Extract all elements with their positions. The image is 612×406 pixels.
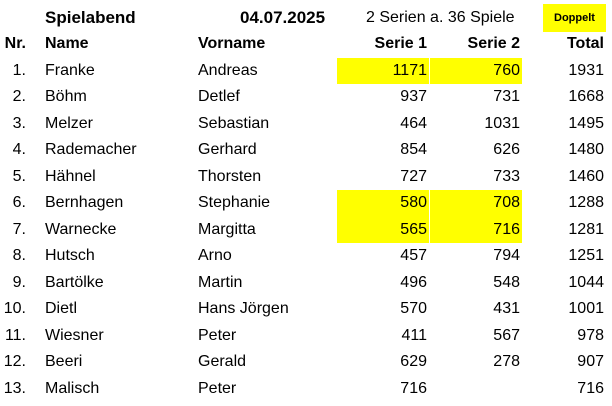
row-serie1: 457 [400, 247, 427, 264]
row-name: Wiesner [45, 326, 104, 344]
sheet-title: Spielabend [45, 8, 136, 27]
row-nr: 8. [12, 247, 26, 264]
row-total: 1251 [568, 247, 604, 264]
row-nr: 7. [12, 220, 26, 238]
row-nr: 13. [3, 379, 26, 397]
row-name: Dietl [45, 300, 78, 317]
header-vorname: Vorname [198, 35, 266, 52]
row-total: 907 [577, 353, 604, 370]
row-total: 1001 [568, 300, 604, 317]
row-vorname: Peter [198, 379, 237, 397]
row-total: 1044 [568, 273, 604, 291]
row-serie1: 727 [400, 167, 427, 185]
row-serie2: 431 [493, 300, 520, 317]
row-vorname: Gerald [198, 353, 247, 370]
row-nr: 5. [12, 167, 26, 185]
row-vorname: Detlef [198, 88, 240, 105]
row-serie2: 567 [493, 326, 520, 344]
row-total: 1480 [568, 141, 604, 158]
row-serie2: 794 [493, 247, 520, 264]
row-serie2: 548 [493, 273, 520, 291]
row-name: Warnecke [45, 220, 117, 238]
row-vorname: Hans Jörgen [198, 300, 289, 317]
row-total: 1460 [568, 167, 604, 185]
row-serie2: 716 [430, 216, 522, 243]
header-serie1: Serie 1 [374, 35, 427, 52]
row-nr: 12. [3, 353, 26, 370]
row-total: 1495 [568, 114, 604, 132]
row-nr: 11. [4, 326, 26, 344]
row-vorname: Arno [198, 247, 232, 264]
row-vorname: Peter [198, 326, 237, 344]
row-vorname: Martin [198, 273, 243, 291]
row-serie2: 626 [493, 141, 520, 158]
row-serie1: 464 [400, 114, 427, 132]
header-serie2: Serie 2 [467, 35, 520, 52]
row-nr: 9. [12, 273, 26, 291]
row-vorname: Margitta [198, 220, 256, 238]
row-nr: 1. [12, 61, 26, 79]
row-nr: 4. [12, 141, 26, 158]
row-name: Hutsch [45, 247, 95, 264]
row-name: Bernhagen [45, 194, 124, 211]
row-total: 1668 [568, 88, 604, 105]
row-name: Franke [45, 61, 95, 79]
row-name: Malisch [45, 379, 100, 397]
row-name: Rademacher [45, 141, 137, 158]
row-name: Böhm [45, 88, 87, 105]
row-serie1: 570 [400, 300, 427, 317]
row-serie1: 496 [400, 273, 427, 291]
row-total: 1281 [568, 220, 604, 238]
row-nr: 3. [12, 114, 26, 132]
row-name: Beeri [45, 353, 83, 370]
row-vorname: Gerhard [198, 141, 257, 158]
header-total: Total [566, 35, 604, 52]
series-info: 2 Serien a. 36 Spiele [366, 9, 515, 26]
row-serie2: 708 [430, 190, 522, 217]
row-vorname: Thorsten [198, 167, 262, 185]
row-total: 978 [577, 326, 604, 344]
row-vorname: Stephanie [198, 194, 271, 211]
row-serie1: 1171 [337, 57, 429, 84]
row-total: 1288 [568, 194, 604, 211]
row-serie2 [430, 376, 522, 403]
row-name: Hähnel [45, 167, 96, 185]
row-serie1: 716 [400, 379, 427, 397]
row-nr: 2. [12, 88, 26, 105]
row-total: 716 [577, 379, 604, 397]
row-serie1: 411 [401, 326, 427, 344]
row-serie1: 629 [400, 353, 427, 370]
row-serie1: 854 [400, 141, 427, 158]
row-serie2: 760 [430, 57, 522, 84]
row-serie2: 278 [493, 353, 520, 370]
row-total: 1931 [568, 61, 604, 79]
row-serie1: 937 [400, 88, 427, 105]
row-vorname: Andreas [198, 61, 258, 79]
row-serie1: 580 [337, 190, 429, 217]
row-serie2: 731 [493, 88, 520, 105]
row-vorname: Sebastian [198, 114, 270, 132]
row-nr: 6. [12, 194, 26, 211]
row-name: Melzer [45, 114, 94, 132]
row-name: Bartölke [45, 273, 104, 291]
row-serie2: 1031 [484, 114, 520, 132]
header-nr: Nr. [4, 35, 26, 52]
row-serie1: 565 [337, 216, 429, 243]
doppelt-badge: Doppelt [543, 4, 606, 32]
event-date: 04.07.2025 [240, 8, 326, 27]
row-serie2: 733 [493, 167, 520, 185]
header-name: Name [45, 35, 89, 52]
row-nr: 10. [3, 300, 26, 317]
